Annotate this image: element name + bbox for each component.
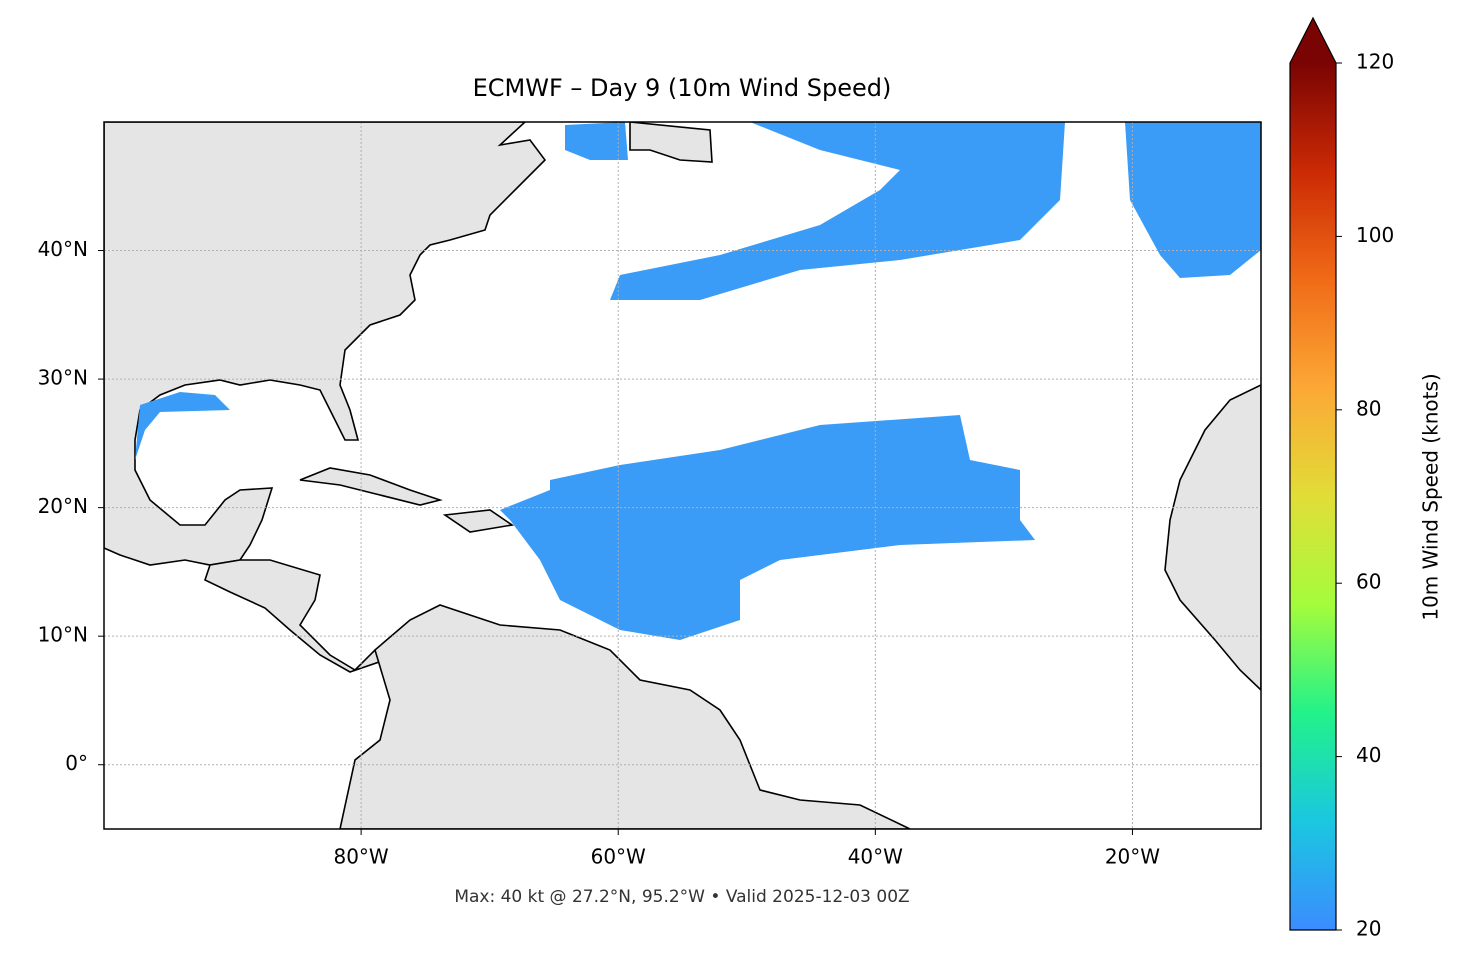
land [104, 122, 547, 566]
map-frame [103, 121, 1262, 830]
land [299, 467, 443, 506]
footer-note: Max: 40 kt @ 27.2°N, 95.2°W • Valid 2025… [454, 887, 909, 907]
y-tick-label: 20°N [38, 494, 88, 518]
colorbar-tick-label: 20 [1356, 917, 1381, 941]
map-area [104, 122, 1261, 829]
y-tick-label: 40°N [38, 237, 88, 261]
land [1164, 384, 1261, 692]
x-tick-label: 20°W [1105, 845, 1160, 869]
y-tick-label: 30°N [38, 366, 88, 390]
x-tick-label: 60°W [591, 845, 646, 869]
land [629, 122, 713, 163]
colorbar: 20 40 60 80 100 120 [1289, 16, 1394, 941]
y-tick-label: 10°N [38, 623, 88, 647]
land [204, 559, 397, 673]
y-tick-label: 0° [65, 751, 88, 775]
wind-area [500, 415, 1035, 640]
colorbar-tick-label: 40 [1356, 743, 1381, 767]
grid [104, 122, 1261, 829]
chart-title: ECMWF – Day 9 (10m Wind Speed) [473, 74, 892, 102]
colorbar-outline [1289, 16, 1337, 931]
wind-area [565, 122, 628, 160]
colorbar-tick-label: 80 [1356, 396, 1381, 420]
colorbar-label: 10m Wind Speed (knots) [1419, 373, 1443, 620]
wind-area [135, 392, 230, 460]
land [442, 509, 515, 533]
wind-area [610, 122, 1065, 300]
colorbar-extend [1290, 18, 1336, 63]
colorbar-fill [1290, 63, 1336, 930]
wind-area [1125, 122, 1261, 278]
land [339, 604, 911, 829]
x-tick-label: 80°W [333, 845, 388, 869]
colorbar-tick-label: 100 [1356, 223, 1394, 247]
x-tick-label: 40°W [848, 845, 903, 869]
colorbar-tick-label: 120 [1356, 50, 1394, 74]
colorbar-tick-label: 60 [1356, 570, 1381, 594]
